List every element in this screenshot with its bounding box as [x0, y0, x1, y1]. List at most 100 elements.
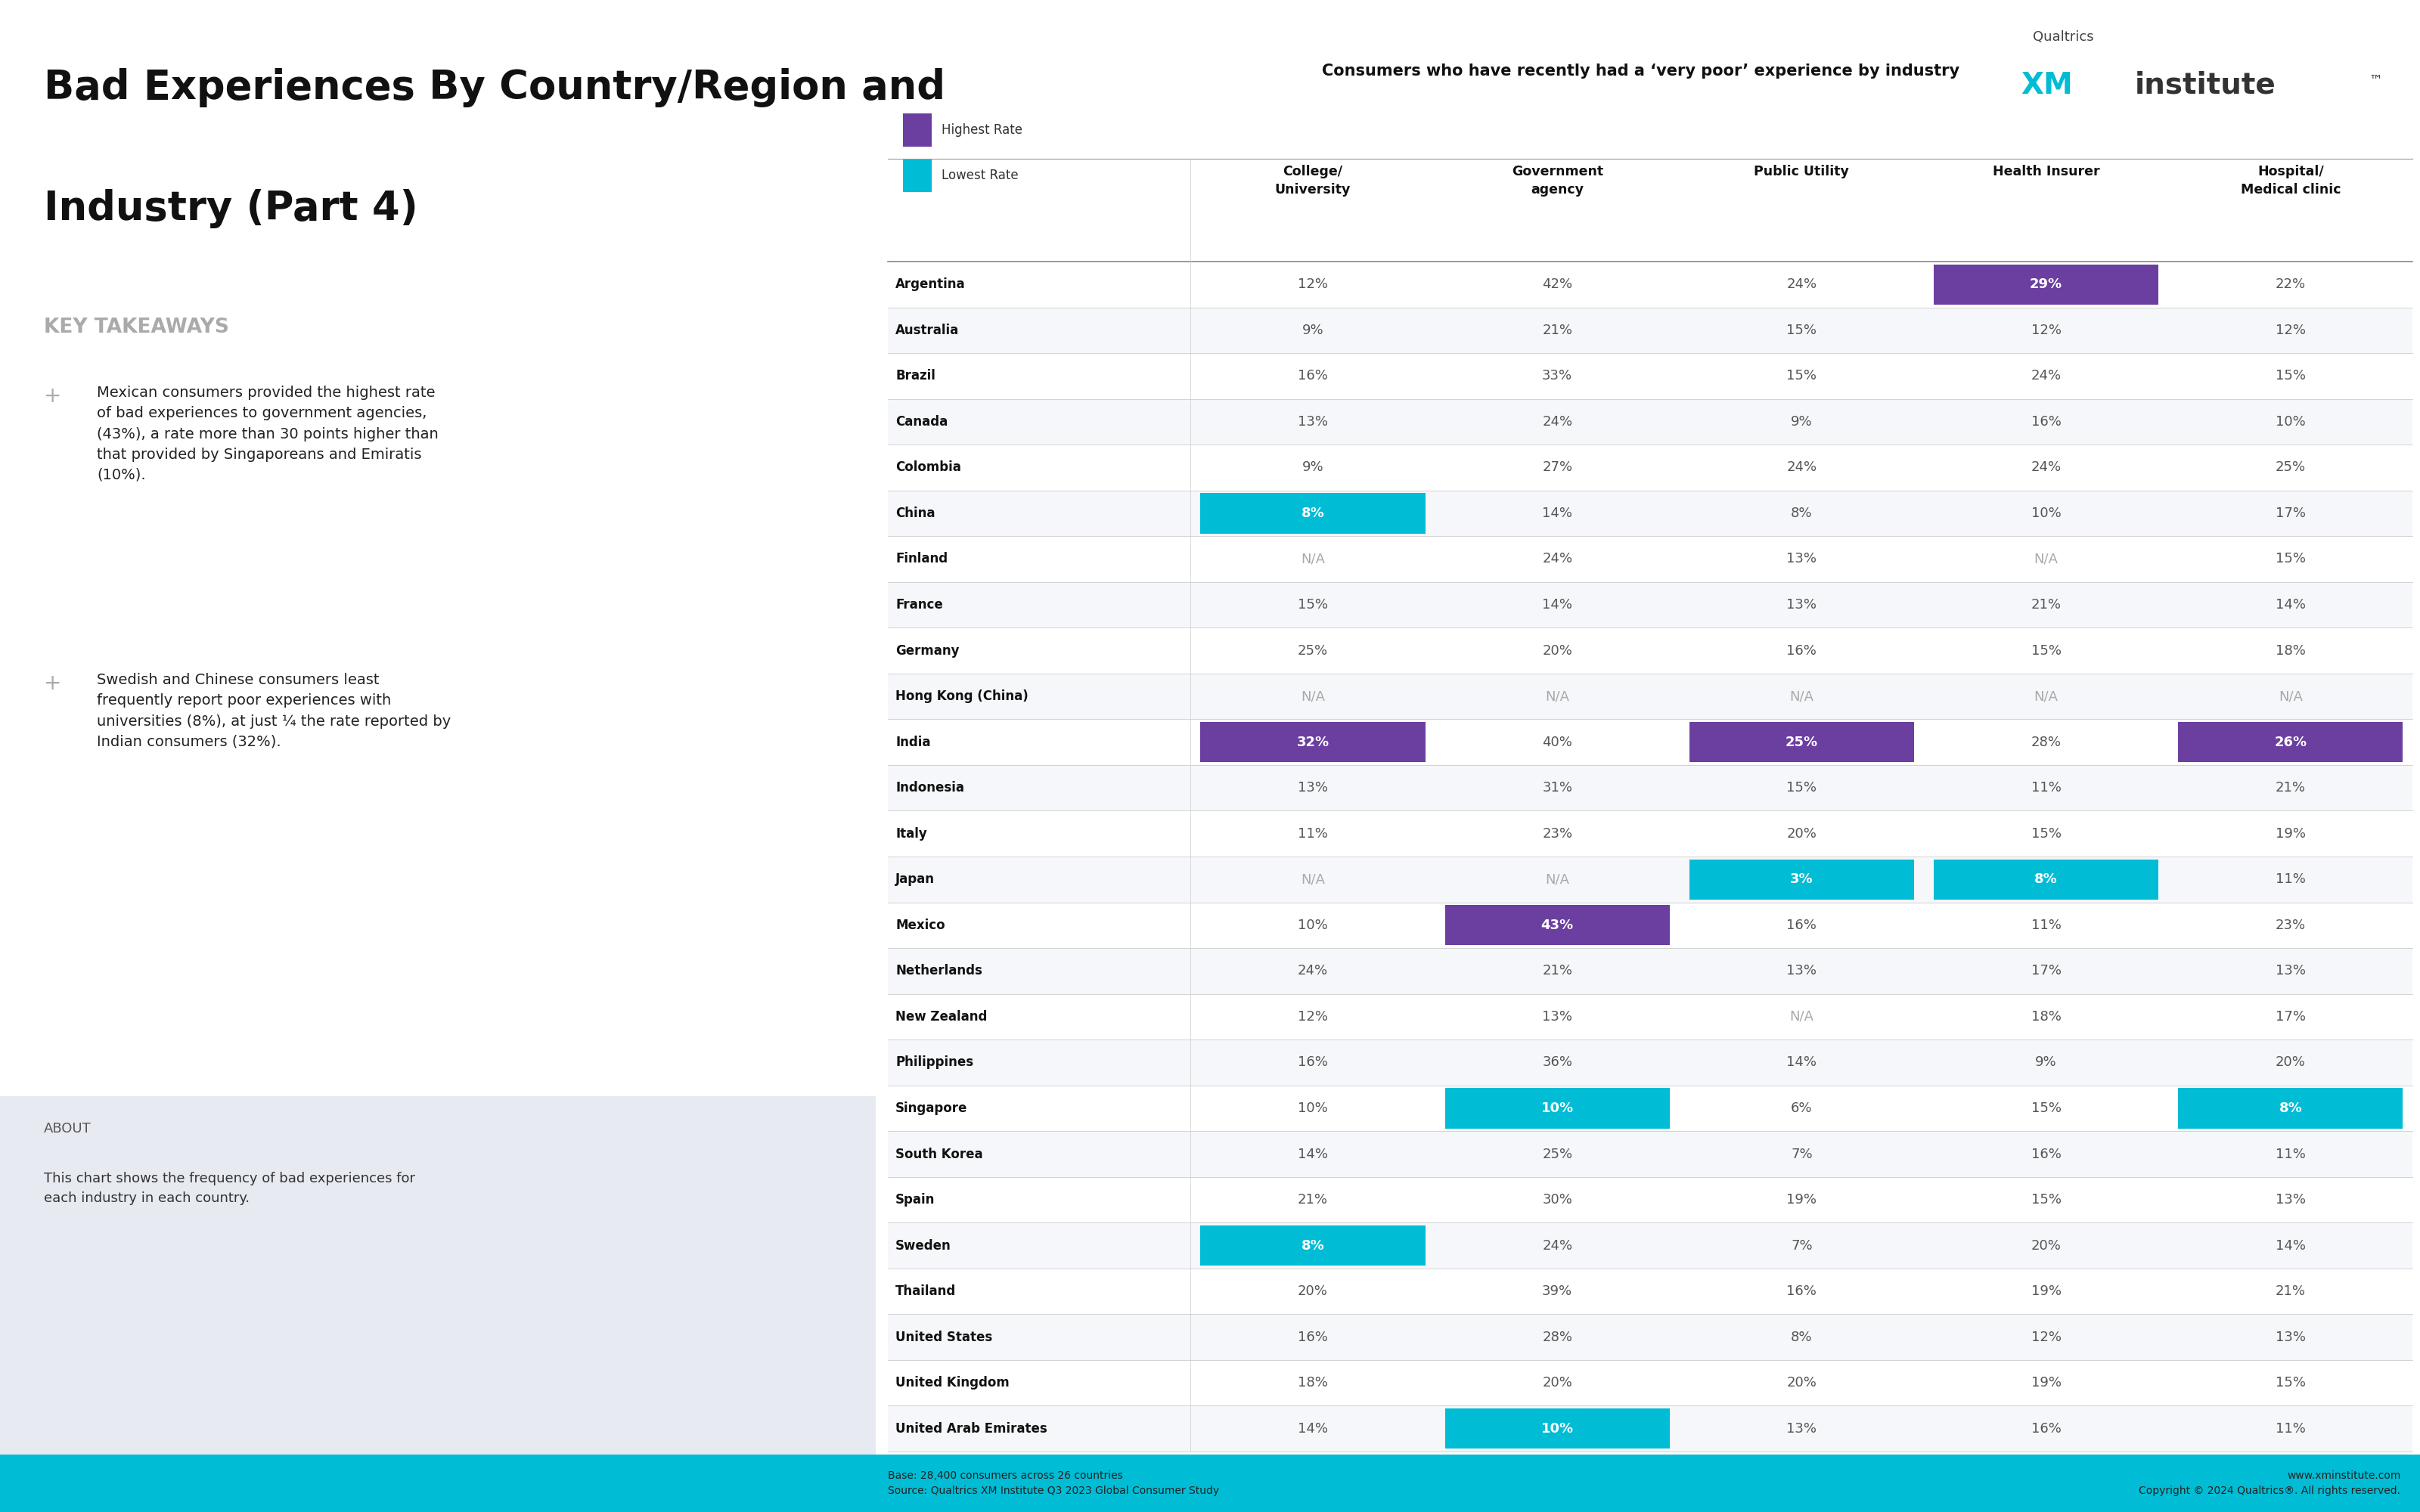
- FancyBboxPatch shape: [903, 159, 932, 192]
- Text: 23%: 23%: [1542, 827, 1573, 841]
- Text: 22%: 22%: [2275, 278, 2306, 292]
- Text: ABOUT: ABOUT: [44, 1122, 92, 1136]
- Text: United States: United States: [895, 1331, 992, 1344]
- Text: 24%: 24%: [2030, 369, 2062, 383]
- Text: 28%: 28%: [2030, 735, 2062, 748]
- Text: 11%: 11%: [2030, 782, 2062, 795]
- FancyBboxPatch shape: [888, 1131, 2413, 1176]
- Text: 9%: 9%: [1302, 461, 1324, 475]
- Text: 13%: 13%: [1542, 1010, 1573, 1024]
- Text: N/A: N/A: [1544, 689, 1568, 703]
- Text: 15%: 15%: [1786, 369, 1817, 383]
- FancyBboxPatch shape: [2178, 1089, 2403, 1128]
- Text: South Korea: South Korea: [895, 1148, 983, 1161]
- FancyBboxPatch shape: [1934, 859, 2159, 900]
- Text: Hong Kong (China): Hong Kong (China): [895, 689, 1028, 703]
- Text: Health Insurer: Health Insurer: [1992, 165, 2101, 178]
- FancyBboxPatch shape: [1934, 265, 2159, 304]
- Text: Industry (Part 4): Industry (Part 4): [44, 189, 419, 228]
- Text: 24%: 24%: [1297, 965, 1329, 978]
- Text: 21%: 21%: [2275, 1285, 2306, 1299]
- Text: 20%: 20%: [1542, 644, 1573, 658]
- Text: Public Utility: Public Utility: [1754, 165, 1849, 178]
- FancyBboxPatch shape: [888, 673, 2413, 720]
- Text: Japan: Japan: [895, 872, 934, 886]
- Text: 15%: 15%: [2030, 1101, 2062, 1114]
- FancyBboxPatch shape: [888, 765, 2413, 810]
- Text: 16%: 16%: [1786, 918, 1817, 931]
- Text: 18%: 18%: [2275, 644, 2306, 658]
- Text: 8%: 8%: [1302, 507, 1324, 520]
- Text: 12%: 12%: [2275, 324, 2306, 337]
- Text: 18%: 18%: [1297, 1376, 1329, 1390]
- FancyBboxPatch shape: [888, 1314, 2413, 1359]
- Text: 13%: 13%: [2275, 1193, 2306, 1207]
- Text: 20%: 20%: [1542, 1376, 1573, 1390]
- Text: 19%: 19%: [1786, 1193, 1817, 1207]
- Text: 15%: 15%: [2030, 644, 2062, 658]
- Text: 15%: 15%: [2030, 827, 2062, 841]
- Text: United Arab Emirates: United Arab Emirates: [895, 1421, 1048, 1435]
- Text: 11%: 11%: [1297, 827, 1329, 841]
- Text: +: +: [44, 673, 60, 694]
- Text: +: +: [44, 386, 60, 407]
- Text: 43%: 43%: [1542, 918, 1573, 931]
- Text: institute: institute: [2134, 71, 2275, 100]
- Text: 19%: 19%: [2030, 1376, 2062, 1390]
- FancyBboxPatch shape: [1445, 1089, 1670, 1128]
- Text: 15%: 15%: [1786, 324, 1817, 337]
- Text: 20%: 20%: [2275, 1055, 2306, 1069]
- Text: 14%: 14%: [2275, 1238, 2306, 1252]
- Text: N/A: N/A: [2033, 552, 2057, 565]
- Text: This chart shows the frequency of bad experiences for
each industry in each coun: This chart shows the frequency of bad ex…: [44, 1172, 414, 1205]
- Text: 9%: 9%: [2035, 1055, 2057, 1069]
- Text: 19%: 19%: [2275, 827, 2306, 841]
- Text: 10%: 10%: [2030, 507, 2062, 520]
- Text: Spain: Spain: [895, 1193, 934, 1207]
- Text: 18%: 18%: [2030, 1010, 2062, 1024]
- Text: 16%: 16%: [1297, 1331, 1329, 1344]
- Text: 25%: 25%: [1786, 735, 1817, 748]
- FancyBboxPatch shape: [888, 490, 2413, 537]
- Text: Canada: Canada: [895, 414, 949, 428]
- Text: 13%: 13%: [1786, 965, 1817, 978]
- Text: Indonesia: Indonesia: [895, 782, 963, 795]
- FancyBboxPatch shape: [2178, 723, 2403, 762]
- Text: 10%: 10%: [2275, 414, 2306, 428]
- Text: 15%: 15%: [2275, 1376, 2306, 1390]
- Text: N/A: N/A: [1788, 689, 1815, 703]
- Text: N/A: N/A: [2280, 689, 2304, 703]
- Text: Australia: Australia: [895, 324, 958, 337]
- Text: 12%: 12%: [2030, 324, 2062, 337]
- Text: 9%: 9%: [1791, 414, 1813, 428]
- Text: N/A: N/A: [2033, 689, 2057, 703]
- Text: 40%: 40%: [1542, 735, 1573, 748]
- Text: 25%: 25%: [2275, 461, 2306, 475]
- Text: 39%: 39%: [1542, 1285, 1573, 1299]
- Text: 12%: 12%: [1297, 1010, 1329, 1024]
- Text: 14%: 14%: [1297, 1421, 1329, 1435]
- Text: 12%: 12%: [1297, 278, 1329, 292]
- FancyBboxPatch shape: [888, 856, 2413, 903]
- Text: 11%: 11%: [2275, 1421, 2306, 1435]
- Text: New Zealand: New Zealand: [895, 1010, 987, 1024]
- Text: 10%: 10%: [1542, 1421, 1573, 1435]
- Text: 33%: 33%: [1542, 369, 1573, 383]
- Text: 24%: 24%: [2030, 461, 2062, 475]
- Text: 21%: 21%: [2030, 599, 2062, 612]
- Text: 17%: 17%: [2030, 965, 2062, 978]
- Text: 20%: 20%: [1786, 827, 1817, 841]
- Text: 21%: 21%: [2275, 782, 2306, 795]
- Text: 10%: 10%: [1542, 1101, 1573, 1114]
- Text: Swedish and Chinese consumers least
frequently report poor experiences with
univ: Swedish and Chinese consumers least freq…: [97, 673, 450, 748]
- Text: 25%: 25%: [1542, 1148, 1573, 1161]
- Text: Argentina: Argentina: [895, 278, 966, 292]
- Text: Qualtrics: Qualtrics: [2033, 30, 2093, 44]
- Text: ™: ™: [2369, 74, 2384, 88]
- FancyBboxPatch shape: [0, 1455, 2420, 1512]
- Text: United Kingdom: United Kingdom: [895, 1376, 1009, 1390]
- Text: 14%: 14%: [1542, 507, 1573, 520]
- Text: 7%: 7%: [1791, 1148, 1813, 1161]
- FancyBboxPatch shape: [888, 1040, 2413, 1086]
- Text: 15%: 15%: [1297, 599, 1329, 612]
